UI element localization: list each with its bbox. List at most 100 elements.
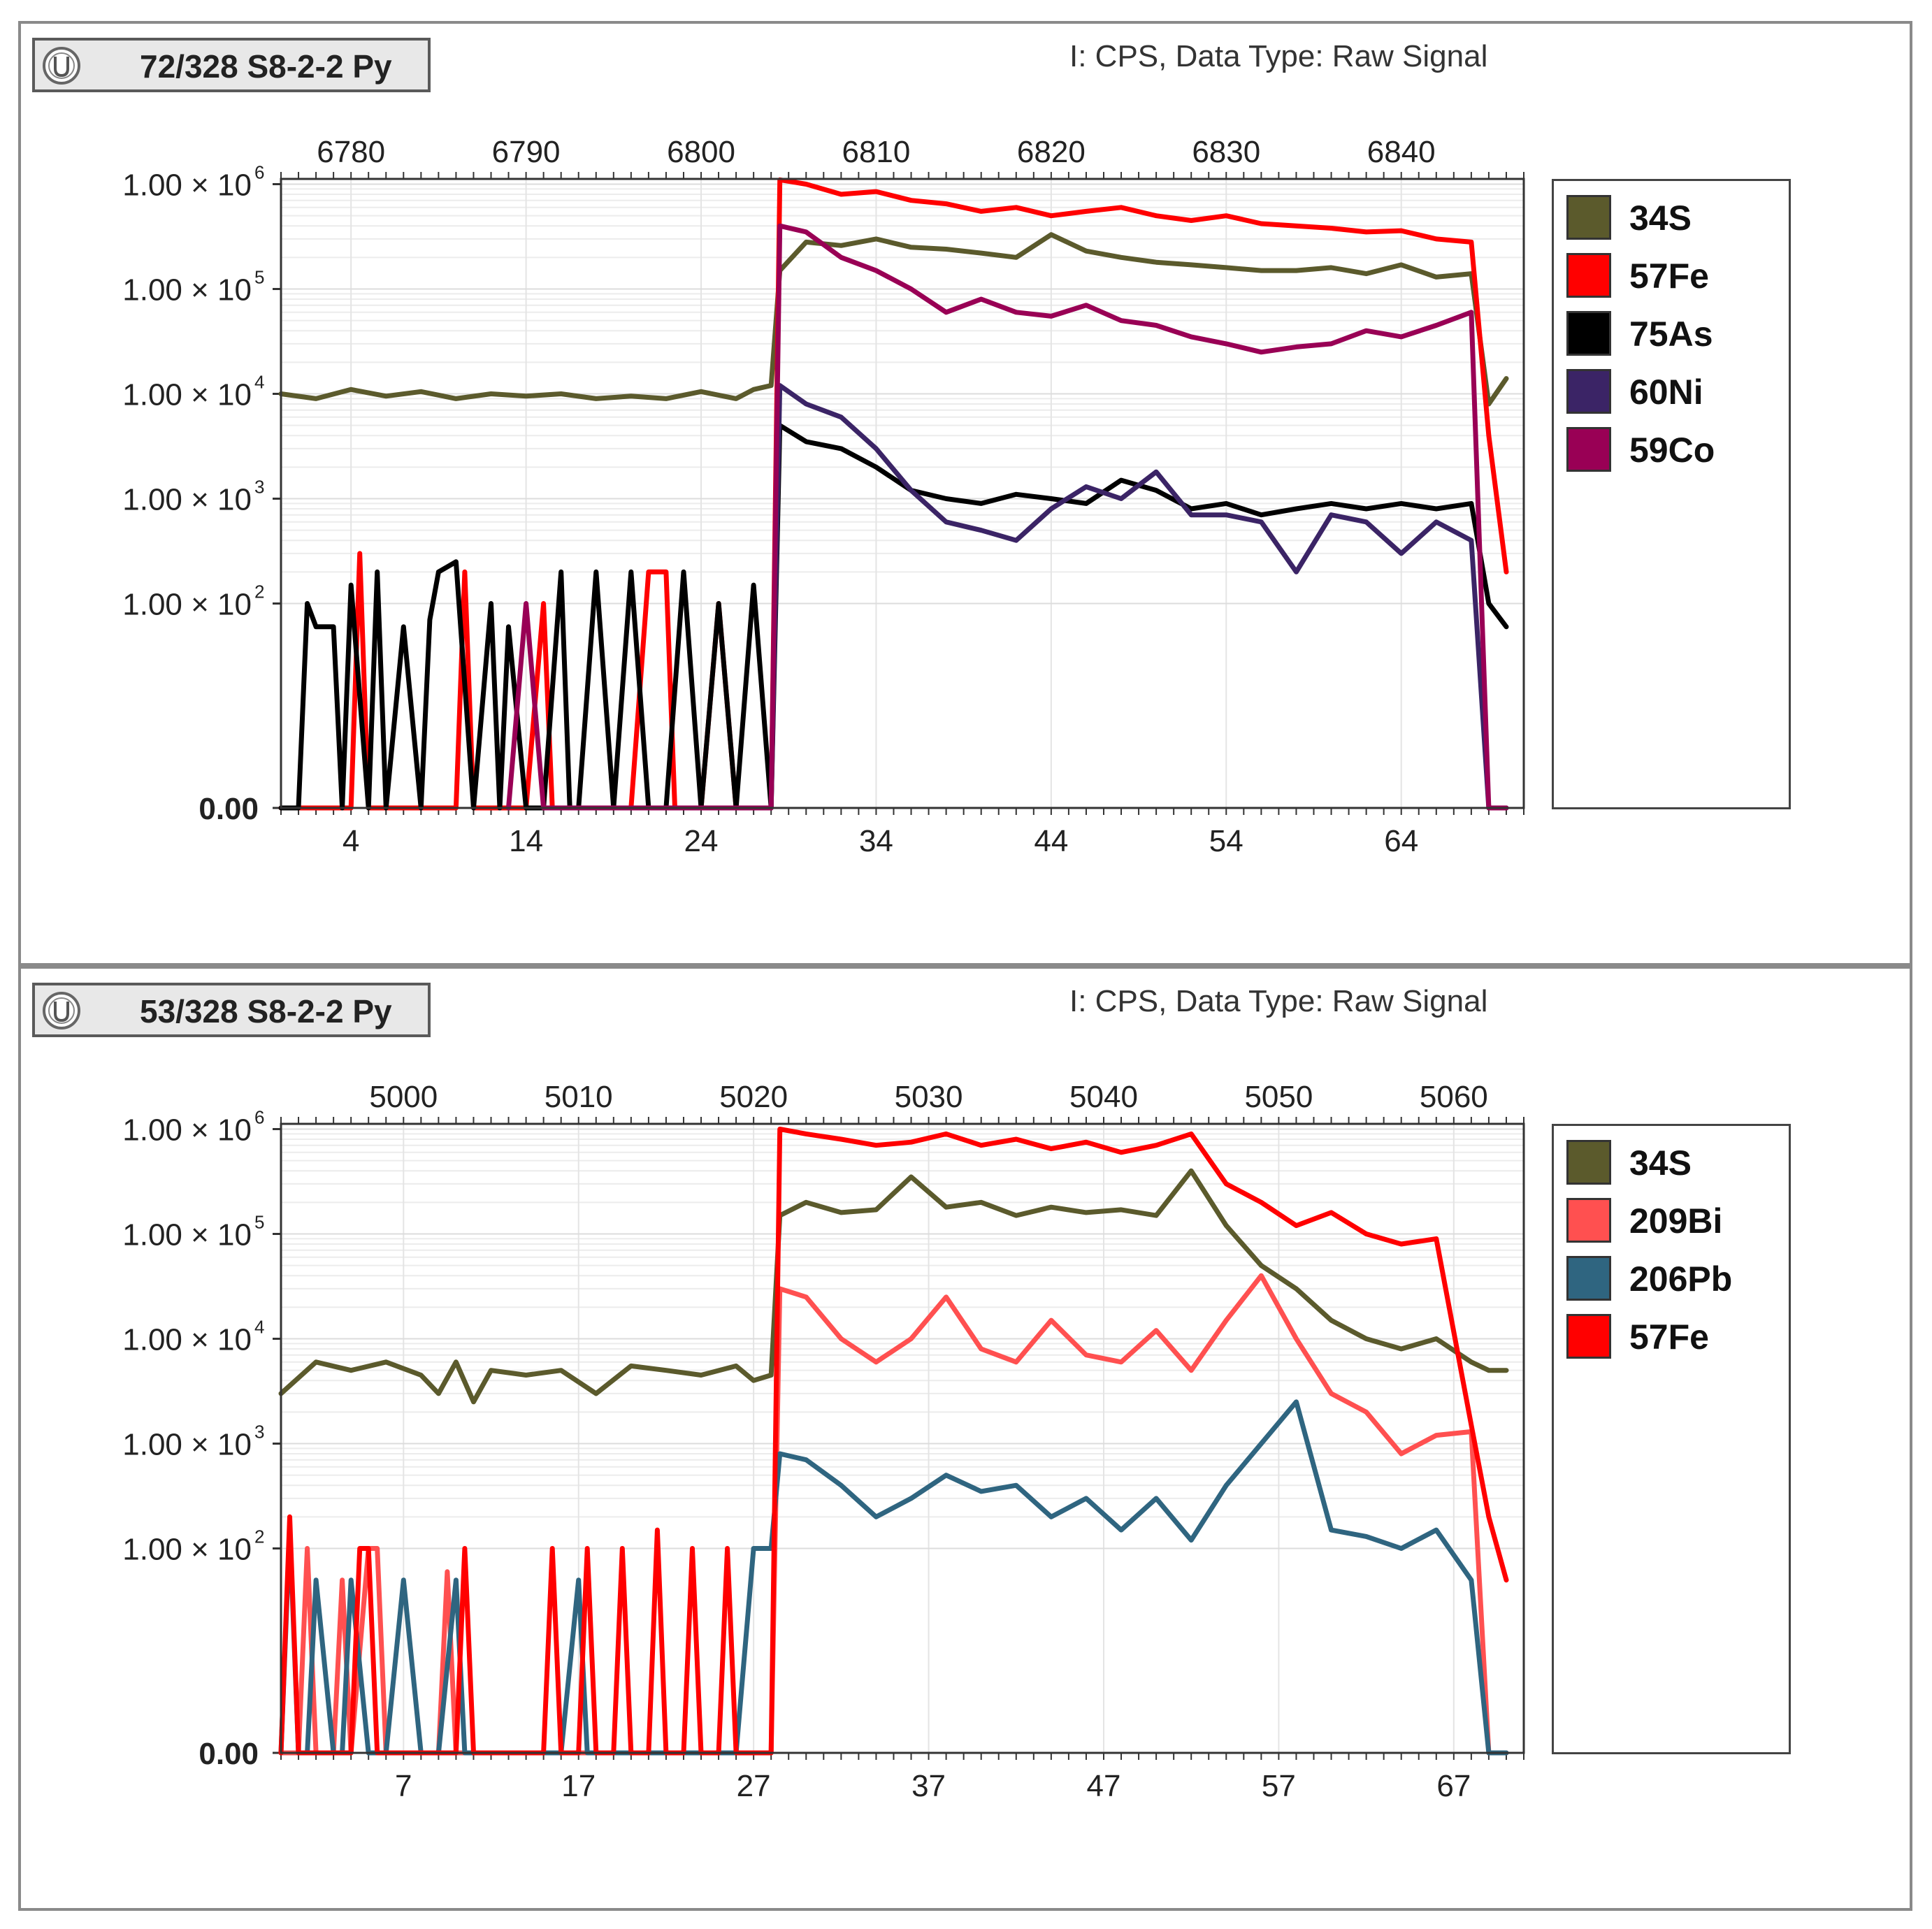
series-line-34S: [278, 232, 1509, 407]
data-type-label: I: CPS, Data Type: Raw Signal: [1069, 984, 1488, 1018]
legend-swatch: [1566, 1198, 1611, 1243]
y-tick-label: 1.00 × 10: [122, 588, 252, 622]
sample-tab-1[interactable]: 72/328 S8-2-2 Py: [32, 38, 431, 92]
y-tick-label: 1.00 × 10: [122, 168, 252, 203]
x-tick-label: 24: [684, 824, 719, 858]
x-tick-label: 47: [1087, 1769, 1121, 1803]
legend-swatch: [1566, 427, 1611, 472]
legend-swatch: [1566, 311, 1611, 356]
legend-label: 34S: [1629, 1143, 1692, 1183]
sample-label: 53/328 S8-2-2 Py: [140, 993, 392, 1029]
chart-panel-2: 53/328 S8-2-2 Py I: CPS, Data Type: Raw …: [18, 966, 1912, 1911]
series-line-75As: [278, 423, 1509, 811]
legend-label: 59Co: [1629, 431, 1715, 470]
x-tick-label: 14: [509, 824, 543, 858]
legend-swatch: [1566, 253, 1611, 298]
y-tick-exponent: 5: [254, 267, 264, 288]
plot-area: [280, 1122, 1525, 1754]
y-tick-label: 0.00: [199, 1737, 259, 1771]
y-tick-label: 1.00 × 10: [122, 1218, 252, 1252]
y-tick-label: 1.00 × 10: [122, 1113, 252, 1148]
top-axis-label: 5000: [369, 1080, 438, 1114]
legend-swatch: [1566, 1314, 1611, 1359]
u-circle-icon: [43, 992, 80, 1029]
top-axis-label: 5020: [719, 1080, 788, 1114]
legend-item-60Ni[interactable]: 60Ni: [1566, 369, 1783, 414]
legend-label: 206Pb: [1629, 1259, 1733, 1299]
top-axis-label: 6830: [1192, 135, 1260, 169]
x-tick-label: 67: [1436, 1769, 1471, 1803]
top-axis-label: 5030: [895, 1080, 963, 1114]
chart-2: 0.001.00 × 10 21.00 × 10 31.00 × 10 41.00 ×…: [122, 1080, 1525, 1803]
gridlines: [281, 1124, 1524, 1754]
legend-item-59Co[interactable]: 59Co: [1566, 427, 1783, 472]
legend-2: 34S 209Bi 206Pb 57Fe: [1552, 1124, 1791, 1754]
y-tick-exponent: 3: [254, 1422, 264, 1443]
x-tick-label: 27: [737, 1769, 771, 1803]
legend-item-75As[interactable]: 75As: [1566, 311, 1783, 356]
legend-item-34S[interactable]: 34S: [1566, 195, 1783, 240]
top-axis-label: 6840: [1367, 135, 1436, 169]
series-line-60Ni: [768, 383, 1509, 811]
y-tick-label: 1.00 × 10: [122, 1533, 252, 1567]
y-tick-label: 0.00: [199, 792, 259, 826]
legend-label: 60Ni: [1629, 373, 1703, 412]
legend-swatch: [1566, 369, 1611, 414]
y-tick-exponent: 4: [254, 372, 264, 393]
top-axis-label: 5050: [1244, 1080, 1313, 1114]
sample-tab-2[interactable]: 53/328 S8-2-2 Py: [32, 983, 431, 1037]
y-tick-exponent: 5: [254, 1212, 264, 1233]
top-axis-label: 5010: [545, 1080, 613, 1114]
series-line-34S: [278, 1168, 1509, 1405]
legend-item-206Pb[interactable]: 206Pb: [1566, 1256, 1783, 1301]
legend-label: 34S: [1629, 198, 1692, 238]
top-axis-label: 5060: [1420, 1080, 1488, 1114]
y-tick-label: 1.00 × 10: [122, 273, 252, 308]
y-tick-label: 1.00 × 10: [122, 378, 252, 412]
legend-item-209Bi[interactable]: 209Bi: [1566, 1198, 1783, 1243]
legend-item-57Fe[interactable]: 57Fe: [1566, 1314, 1783, 1359]
x-tick-label: 64: [1384, 824, 1418, 858]
plot-border: [280, 178, 1525, 809]
x-tick-label: 7: [395, 1769, 412, 1803]
y-tick-label: 1.00 × 10: [122, 1428, 252, 1462]
top-axis-label: 6800: [667, 135, 735, 169]
y-tick-exponent: 2: [254, 581, 264, 602]
y-tick-exponent: 2: [254, 1526, 264, 1547]
sample-label: 72/328 S8-2-2 Py: [140, 48, 392, 85]
legend-label: 75As: [1629, 315, 1713, 354]
chart-panel-1: 72/328 S8-2-2 Py I: CPS, Data Type: Raw …: [18, 21, 1912, 966]
u-circle-icon: [43, 47, 80, 85]
plot-border: [280, 1122, 1525, 1754]
top-axis-label: 6780: [317, 135, 385, 169]
top-axis-label: 5040: [1069, 1080, 1138, 1114]
x-tick-label: 57: [1262, 1769, 1296, 1803]
y-tick-exponent: 6: [254, 162, 264, 183]
y-tick-exponent: 4: [254, 1317, 264, 1338]
x-tick-label: 17: [561, 1769, 596, 1803]
y-tick-exponent: 3: [254, 477, 264, 498]
legend-swatch: [1566, 1140, 1611, 1185]
top-axis-label: 6820: [1017, 135, 1086, 169]
x-tick-label: 54: [1209, 824, 1243, 858]
chart-1: 0.001.00 × 10 21.00 × 10 31.00 × 10 41.00 ×…: [122, 135, 1525, 858]
y-tick-label: 1.00 × 10: [122, 1323, 252, 1357]
legend-label: 209Bi: [1629, 1201, 1723, 1241]
x-tick-label: 34: [859, 824, 893, 858]
data-type-label: I: CPS, Data Type: Raw Signal: [1069, 39, 1488, 73]
legend-item-57Fe[interactable]: 57Fe: [1566, 253, 1783, 298]
x-tick-label: 4: [343, 824, 359, 858]
series-line-59Co: [506, 223, 1509, 811]
x-tick-label: 37: [911, 1769, 946, 1803]
legend-swatch: [1566, 1256, 1611, 1301]
top-axis-label: 6790: [492, 135, 561, 169]
x-tick-label: 44: [1034, 824, 1068, 858]
top-axis-label: 6810: [842, 135, 910, 169]
legend-item-34S[interactable]: 34S: [1566, 1140, 1783, 1185]
legend-1: 34S 57Fe 75As 60Ni 59Co: [1552, 179, 1791, 809]
legend-label: 57Fe: [1629, 1317, 1709, 1357]
legend-label: 57Fe: [1629, 257, 1709, 296]
legend-swatch: [1566, 195, 1611, 240]
y-tick-label: 1.00 × 10: [122, 483, 252, 517]
y-tick-exponent: 6: [254, 1107, 264, 1128]
